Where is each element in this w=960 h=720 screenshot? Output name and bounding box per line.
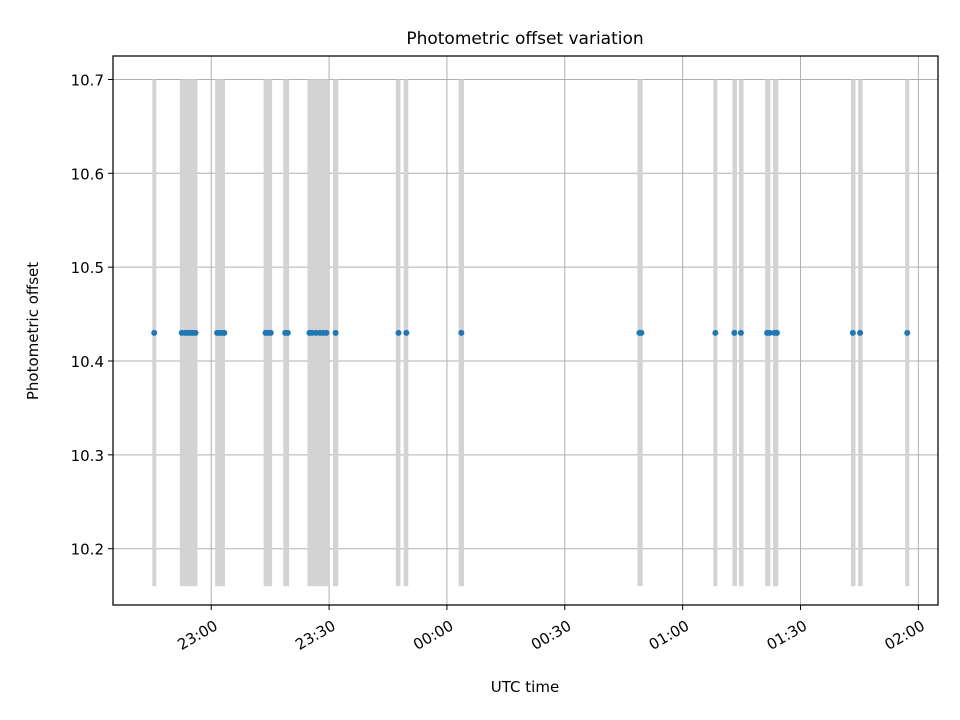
data-point — [849, 329, 856, 336]
data-point — [284, 329, 291, 336]
plot-frame — [112, 55, 939, 606]
chart-title: Photometric offset variation — [406, 29, 643, 49]
data-point — [221, 329, 228, 336]
data-point — [267, 329, 274, 336]
data-point — [904, 329, 911, 336]
data-point — [773, 329, 780, 336]
data-point — [458, 329, 465, 336]
data-point — [192, 329, 199, 336]
data-point — [638, 329, 645, 336]
data-point — [857, 329, 864, 336]
data-point — [403, 329, 410, 336]
data-points — [151, 329, 911, 336]
data-point — [712, 329, 719, 336]
x-axis-label: UTC time — [491, 678, 559, 696]
data-point — [766, 329, 773, 336]
y-axis-label: Photometric offset — [24, 262, 42, 400]
y-tick-label: 10.3 — [71, 447, 104, 465]
data-point — [395, 329, 402, 336]
y-tick-label: 10.5 — [71, 259, 104, 277]
data-point — [737, 329, 744, 336]
data-point — [323, 329, 330, 336]
y-tick-label: 10.6 — [71, 165, 104, 183]
y-tick-label: 10.2 — [71, 541, 104, 559]
data-point — [332, 329, 339, 336]
data-point — [731, 329, 738, 336]
data-point — [151, 329, 158, 336]
plot-area-background — [113, 56, 938, 605]
y-tick-label: 10.7 — [71, 71, 104, 89]
y-tick-label: 10.4 — [71, 353, 104, 371]
